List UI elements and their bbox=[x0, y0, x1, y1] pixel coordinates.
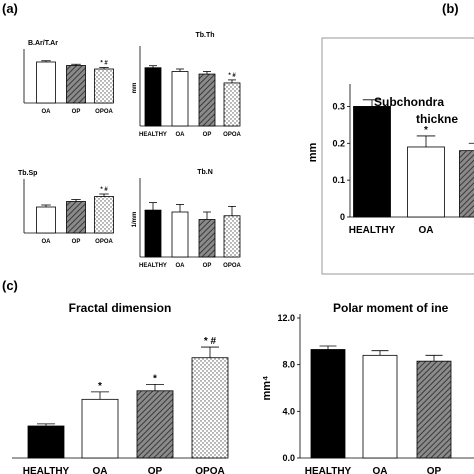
x-tick-label-a1-1: OP bbox=[72, 109, 81, 115]
significance-a3-2: * # bbox=[100, 187, 108, 193]
x-tick-label-a2-2: OP bbox=[203, 132, 212, 138]
chart-title-b: Subchondra bbox=[374, 95, 444, 109]
x-tick-label-a4-2: OP bbox=[203, 263, 212, 269]
chart-title-a2: Tb.Th bbox=[195, 32, 214, 39]
bar-a4-2 bbox=[198, 219, 216, 258]
chart-a4: Tb.N 1/mm HEALTHY OA OP OPOA bbox=[132, 169, 242, 269]
y-tick-label-c2: 12.0 bbox=[277, 313, 295, 323]
panel-label-a: (a) bbox=[2, 1, 18, 16]
bar-c1-1 bbox=[81, 398, 119, 459]
y-axis-label-b: mm bbox=[307, 143, 319, 163]
x-tick-label-c2-0: HEALTHY bbox=[305, 466, 352, 474]
chart-a3: Tb.Sp OA OP * # OPOA bbox=[18, 170, 114, 245]
chart-a2: Tb.Th mm HEALTHY OA OP * # OPOA bbox=[132, 32, 242, 138]
x-tick-label-c1-2: OP bbox=[148, 466, 163, 474]
bar-a3-0 bbox=[36, 206, 56, 234]
y-axis-label-a4: 1/mm bbox=[132, 212, 138, 228]
y-axis-label-a2: mm bbox=[132, 83, 138, 94]
y-tick-label-c2: 4.0 bbox=[282, 406, 295, 416]
chart-title-a1: B.Ar/T.Ar bbox=[28, 40, 58, 47]
y-tick-label-c2: 8.0 bbox=[282, 360, 295, 370]
bar-a2-2 bbox=[198, 73, 216, 127]
significance-b-1: * bbox=[424, 125, 428, 136]
x-tick-label-a2-3: OPOA bbox=[223, 132, 241, 138]
x-tick-label-b-0: HEALTHY bbox=[349, 225, 396, 236]
bar-a4-3 bbox=[223, 215, 241, 258]
significance-a1-2: * # bbox=[100, 61, 108, 67]
x-tick-label-a3-2: OPOA bbox=[95, 239, 113, 245]
x-tick-label-a3-1: OP bbox=[72, 239, 81, 245]
y-tick-label-c2: 0.0 bbox=[282, 453, 295, 463]
x-tick-label-c1-3: OPOA bbox=[195, 466, 224, 474]
y-tick-label-b: 0.3 bbox=[332, 101, 345, 111]
bar-c2-0 bbox=[310, 349, 346, 459]
bar-c2-1 bbox=[362, 354, 398, 459]
bar-a3-1 bbox=[66, 201, 86, 234]
chart-title-c2: Polar moment of ine bbox=[333, 301, 449, 315]
x-tick-label-a4-1: OA bbox=[176, 263, 186, 269]
bar-c1-3 bbox=[191, 357, 229, 459]
y-tick-label-b: 0 bbox=[340, 212, 345, 222]
y-tick-label-b: 0.1 bbox=[332, 175, 345, 185]
x-tick-label-c2-1: OA bbox=[373, 466, 388, 474]
x-tick-label-a4-3: OPOA bbox=[223, 263, 241, 269]
chart-title-c1: Fractal dimension bbox=[69, 301, 172, 315]
significance-c1-1: * bbox=[98, 381, 102, 392]
bar-a1-0 bbox=[36, 61, 56, 104]
x-tick-label-a2-1: OA bbox=[176, 132, 186, 138]
chart-a1: B.Ar/T.Ar OA OP * # OPOA bbox=[23, 40, 114, 115]
significance-c1-3: * # bbox=[204, 336, 217, 347]
bar-b-0 bbox=[353, 106, 391, 218]
y-tick-label-b: 0.2 bbox=[332, 138, 345, 148]
x-tick-label-c1-0: HEALTHY bbox=[23, 466, 70, 474]
x-tick-label-c1-1: OA bbox=[93, 466, 108, 474]
chart-title-line2-b: thickne bbox=[416, 112, 458, 126]
x-tick-label-a3-0: OA bbox=[42, 239, 52, 245]
chart-c1: Fractal dimension HEALTHY * OA * OP * # OPOA bbox=[12, 301, 229, 474]
panel-label-b: (b) bbox=[442, 1, 459, 16]
x-tick-label-a2-0: HEALTHY bbox=[139, 132, 167, 138]
panel-b-frame bbox=[321, 37, 474, 275]
panel-label-c: (c) bbox=[2, 278, 18, 293]
x-tick-label-a4-0: HEALTHY bbox=[139, 263, 167, 269]
bar-b-1 bbox=[407, 146, 445, 218]
bar-a2-1 bbox=[171, 71, 189, 127]
y-axis-label-c2: mm⁴ bbox=[261, 375, 273, 400]
x-tick-label-b-1: OA bbox=[419, 225, 434, 236]
bar-a2-0 bbox=[144, 67, 162, 127]
bar-a1-1 bbox=[66, 65, 86, 104]
bar-c2-2 bbox=[416, 360, 452, 459]
significance-c1-2: * bbox=[153, 373, 157, 384]
bar-b-2 bbox=[459, 150, 474, 218]
chart-b: Subchondrathickne00.10.20.3mmHEALTHY*OA*… bbox=[307, 84, 474, 236]
bar-a2-3 bbox=[223, 82, 241, 127]
x-tick-label-a1-2: OPOA bbox=[95, 109, 113, 115]
bar-a4-0 bbox=[144, 209, 162, 258]
bar-a4-1 bbox=[171, 211, 189, 258]
bar-c1-0 bbox=[27, 425, 65, 459]
chart-title-a4: Tb.N bbox=[197, 169, 213, 176]
significance-a2-3: * # bbox=[228, 73, 236, 79]
bar-a3-2 bbox=[94, 196, 114, 234]
chart-c2: Polar moment of ine 0.0 4.0 8.0 12.0 mm⁴ HEALT… bbox=[261, 301, 474, 474]
chart-title-a3: Tb.Sp bbox=[18, 170, 37, 177]
bar-c1-2 bbox=[136, 390, 174, 459]
x-tick-label-a1-0: OA bbox=[42, 109, 52, 115]
bar-a1-2 bbox=[94, 68, 114, 104]
x-tick-label-c2-2: OP bbox=[427, 466, 442, 474]
